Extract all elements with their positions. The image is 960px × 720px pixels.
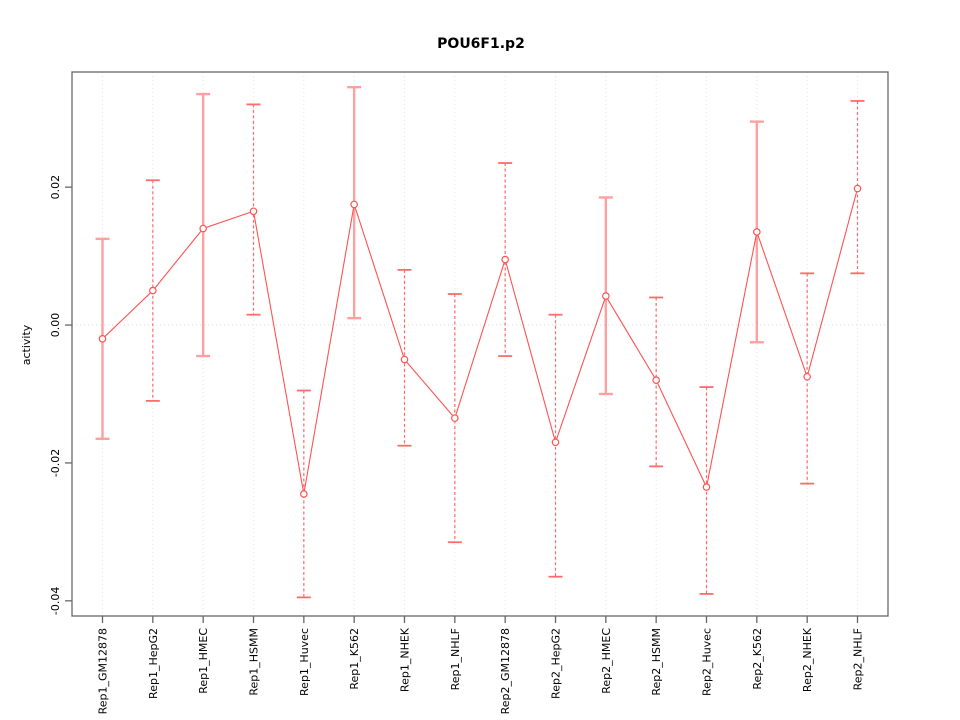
error-bar: [397, 268, 412, 447]
y-tick-label: -0.02: [49, 449, 62, 477]
x-tick-label: Rep1_NHEK: [399, 627, 412, 692]
x-tick-label: Rep1_NHLF: [449, 628, 462, 690]
data-point-marker: [249, 207, 258, 216]
error-bars-layer: [95, 85, 865, 599]
x-tick-label: Rep2_HSMM: [650, 628, 663, 696]
x-tick-label: Rep1_Huvec: [298, 628, 311, 696]
data-point-marker: [803, 372, 811, 381]
x-tick-label: Rep2_HepG2: [550, 628, 563, 699]
x-tick-label: Rep1_HMEC: [197, 628, 210, 694]
error-bar: [447, 293, 462, 544]
error-bar: [699, 386, 714, 595]
axes-layer: 0.02 0.00 -0.02 -0.04 Rep1_GM12878 Rep1_HepG2…: [49, 71, 889, 714]
data-point-marker: [853, 184, 862, 193]
x-tick-label: Rep1_K562: [348, 628, 361, 690]
data-points-layer: [98, 184, 862, 498]
data-point-marker: [602, 292, 610, 300]
plot-frame: [71, 71, 889, 617]
data-point-marker: [350, 200, 358, 209]
y-axis-label: activity: [20, 324, 33, 365]
y-tick-label: 0.02: [49, 175, 62, 200]
data-point-marker: [501, 255, 509, 264]
x-tick-label: Rep2_K562: [751, 628, 764, 690]
data-point-marker: [551, 438, 560, 447]
error-bar: [498, 162, 513, 357]
x-tick-label: Rep2_GM12878: [499, 628, 512, 714]
x-tick-label: Rep2_HMEC: [600, 628, 613, 694]
x-tick-label: Rep1_HSMM: [248, 628, 261, 696]
data-point-marker: [753, 228, 761, 236]
x-tick-label: Rep2_NHLF: [852, 628, 865, 690]
error-bar: [850, 100, 865, 275]
data-point-marker: [300, 490, 308, 498]
x-tick-label: Rep1_HepG2: [147, 628, 160, 699]
data-point-marker: [400, 355, 409, 364]
grid-layer: [72, 72, 888, 616]
x-tick-label: Rep1_GM12878: [97, 628, 110, 714]
data-point-marker: [98, 335, 107, 343]
error-bar: [296, 389, 311, 599]
y-tick-label: -0.04: [49, 587, 62, 615]
series-line: [102, 188, 859, 495]
chart-title: POU6F1.p2: [437, 36, 525, 52]
data-point-marker: [652, 376, 660, 384]
x-tick-label: Rep2_Huvec: [701, 628, 714, 696]
data-point-marker: [199, 224, 207, 233]
data-point-marker: [702, 483, 711, 491]
y-tick-label: 0.00: [49, 313, 62, 338]
series-line-layer: [102, 188, 859, 495]
data-point-marker: [149, 286, 157, 295]
x-tick-label: Rep2_NHEK: [801, 627, 814, 692]
data-point-marker: [451, 414, 459, 422]
error-bar: [548, 313, 563, 578]
